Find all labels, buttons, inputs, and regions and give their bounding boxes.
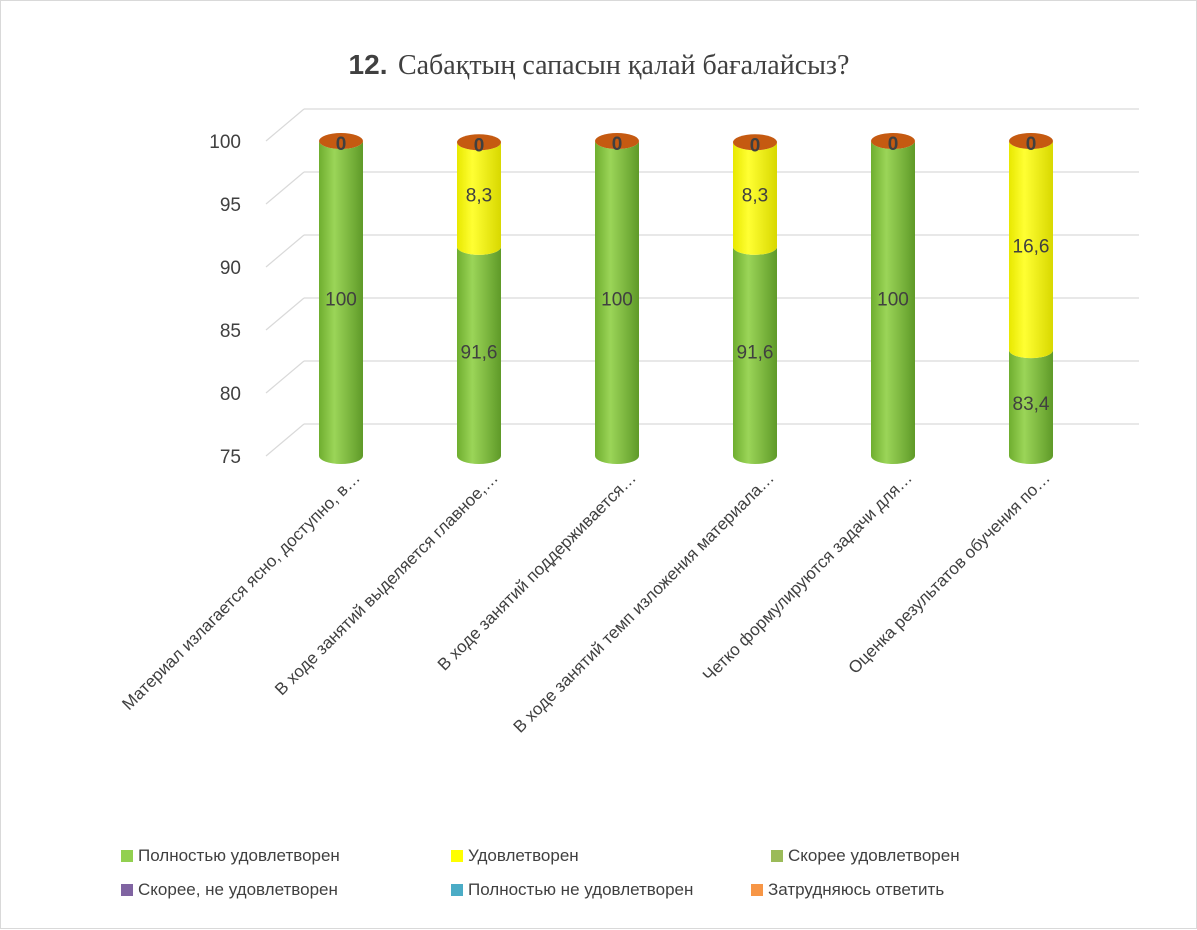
grid-layer: 75 80 85 90 95 100: [209, 108, 1139, 468]
data-label: 8,3: [742, 186, 768, 207]
y-tick-label: 90: [220, 258, 241, 279]
x-category-label: Материал излагается ясно, доступно, в…: [118, 468, 363, 713]
y-tick-label: 95: [220, 195, 241, 216]
bar-segment-fully-satisfied: [319, 141, 363, 464]
bar-top-cap: [871, 133, 915, 149]
bar-segment-fully-satisfied: [457, 246, 502, 464]
gridline-depth: [265, 108, 305, 142]
data-label: 0: [474, 135, 485, 156]
data-label: 91,6: [461, 342, 498, 363]
data-label: 83,4: [1013, 394, 1050, 415]
legend-row-2: Скорее, не удовлетворен Полностью не удо…: [121, 873, 1081, 907]
gridline-depth: [265, 234, 305, 268]
legend-label: Полностью не удовлетворен: [468, 880, 694, 899]
legend-swatch: [451, 884, 463, 896]
legend-item: Удовлетворен: [451, 846, 771, 866]
y-tick-label: 80: [220, 384, 241, 405]
legend-row-1: Полностью удовлетворен Удовлетворен Скор…: [121, 839, 1081, 873]
bar-top-cap: [319, 133, 363, 149]
x-category-label: В ходе занятий выделяется главное,…: [271, 468, 502, 699]
legend-label: Скорее удовлетворен: [788, 846, 960, 865]
legend-item: Полностью не удовлетворен: [451, 880, 751, 900]
gridline-depth: [265, 297, 305, 331]
legend-swatch: [771, 850, 783, 862]
data-label: 0: [612, 134, 623, 155]
chart-title-number: 12.: [349, 49, 388, 80]
data-label: 0: [750, 135, 761, 156]
legend-swatch: [751, 884, 763, 896]
data-label: 0: [1026, 134, 1037, 155]
legend-item: Скорее, не удовлетворен: [121, 880, 451, 900]
bar-segment-fully-satisfied: [1009, 350, 1053, 464]
data-label: 91,6: [737, 342, 774, 363]
x-category-label: В ходе занятий темп изложения материала…: [510, 468, 778, 736]
bar-top-cap: [595, 133, 639, 149]
legend-item: Полностью удовлетворен: [121, 846, 451, 866]
bar-segment-fully-satisfied: [733, 246, 777, 464]
legend-label: Затрудняюсь ответить: [768, 880, 945, 899]
gridline-depth: [265, 360, 305, 394]
legend-item: Скорее удовлетворен: [771, 846, 1071, 866]
data-label: 0: [888, 134, 899, 155]
legend-item: Затрудняюсь ответить: [751, 880, 1051, 900]
legend: Полностью удовлетворен Удовлетворен Скор…: [121, 839, 1081, 907]
data-label: 100: [601, 290, 633, 311]
data-label: 16,6: [1013, 237, 1050, 258]
data-label: 0: [336, 134, 347, 155]
legend-label: Полностью удовлетворен: [138, 846, 340, 865]
chart-title: 12. Сабақтың сапасын қалай бағалайсыз?: [349, 49, 850, 81]
data-label: 100: [877, 290, 909, 311]
bar-segment-fully-satisfied: [871, 141, 915, 464]
data-label: 100: [325, 290, 357, 311]
bar-top-cap: [733, 134, 777, 151]
gridline-depth: [265, 423, 305, 457]
legend-swatch: [121, 884, 133, 896]
legend-label: Скорее, не удовлетворен: [138, 880, 338, 899]
legend-label: Удовлетворен: [468, 846, 579, 865]
data-label: 8,3: [466, 186, 492, 207]
y-tick-label: 100: [209, 132, 241, 153]
bar-segment-satisfied: [733, 142, 777, 255]
gridline-depth: [265, 171, 305, 205]
y-tick-label: 75: [220, 447, 241, 468]
bar-top-cap: [457, 134, 501, 151]
bar-segment-fully-satisfied: [595, 141, 639, 464]
bars-layer: [319, 133, 1053, 464]
legend-swatch: [451, 850, 463, 862]
bar-segment-satisfied: [1009, 141, 1053, 359]
bar-segment-satisfied: [457, 142, 502, 255]
legend-swatch: [121, 850, 133, 862]
bar-top-cap: [1009, 133, 1053, 149]
y-tick-label: 85: [220, 321, 241, 342]
chart-title-text: Сабақтың сапасын қалай бағалайсыз?: [398, 50, 850, 81]
